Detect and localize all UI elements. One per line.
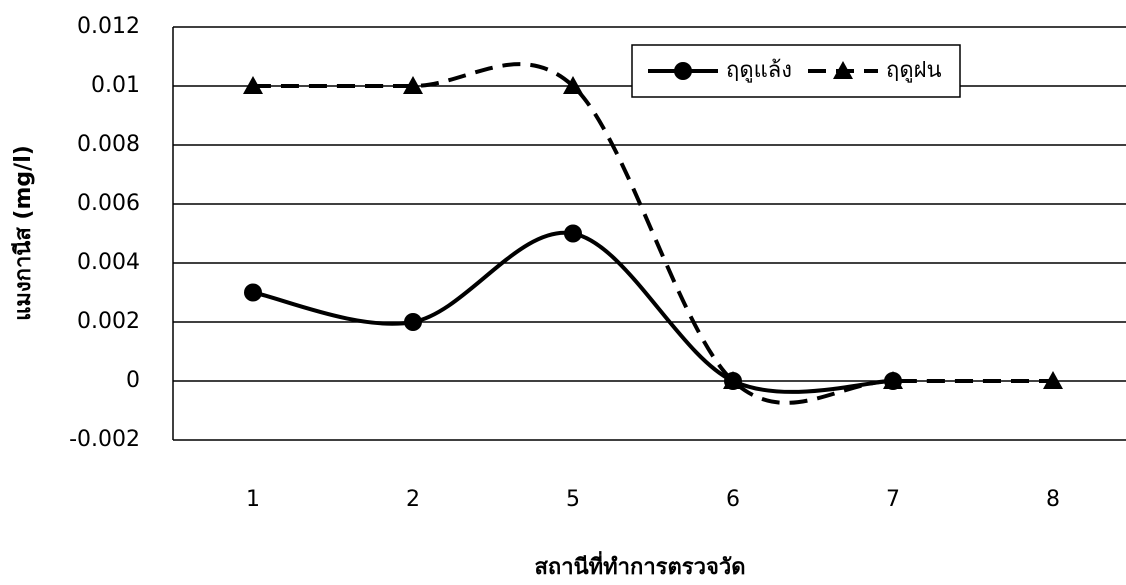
y-tick-label: 0.004 [77,250,140,275]
marker [403,76,423,94]
y-tick-label: 0.002 [77,309,140,334]
x-tick-label: 6 [726,487,740,512]
marker [404,313,422,331]
marker [723,371,743,389]
y-tick-label: 0.01 [91,73,140,98]
marker [674,62,692,80]
x-tick-label: 1 [246,487,260,512]
marker [563,76,583,94]
y-tick-label: -0.002 [69,427,140,452]
marker [244,283,262,302]
y-tick-label: 0.012 [77,14,140,39]
x-tick-label: 5 [566,487,580,512]
marker [243,76,263,94]
y-tick-label: 0 [126,368,140,393]
x-tick-label: 2 [406,487,420,512]
marker [883,371,903,389]
x-tick-label: 7 [886,487,900,512]
marker [564,224,582,243]
marker [833,61,853,79]
y-axis-title: แมงกานีส (mg/l) [11,145,36,321]
x-axis-title: สถานีที่ทำการตรวจวัด [535,550,746,580]
legend-label: ฤดูฝน [886,58,942,83]
x-tick-label: 8 [1046,487,1060,512]
marker [1043,371,1063,389]
legend-label: ฤดูแล้ง [726,58,792,83]
y-tick-label: 0.008 [77,132,140,157]
y-tick-label: 0.006 [77,191,140,216]
